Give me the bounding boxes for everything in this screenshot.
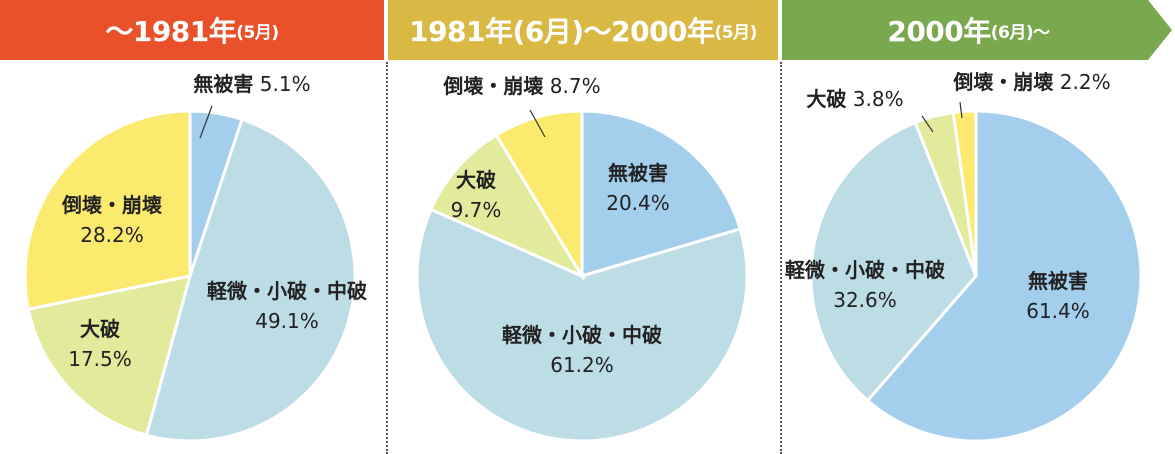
pie-slice [26,274,193,437]
pie-panel-2000: 2000年 (6月)〜 無被害 61.4% 軽微・小破・中破 32.6% 大破 3.8% 倒… [782,0,1175,454]
leader-line [959,101,963,119]
slice-name-label: 大破 [806,87,846,111]
slice-name-label: 無被害 [1028,269,1088,293]
period-header-title: 1981年(6月)〜2000年 (5月) [388,0,778,60]
pie-slice [415,207,749,443]
pie-chart: 無被害 20.4% 軽微・小破・中破 61.2% 大破 9.7% 倒壊・崩壊 8.7% [415,74,749,443]
pie-slice [144,117,357,443]
slice-name-label: 軽微・小破・中破 [207,279,367,303]
slice-value-label: 20.4% [606,191,670,215]
slice-name-label: 大破 [80,317,120,341]
header-banner-shape [388,0,778,60]
slice-value-label: 5.1% [253,72,310,96]
pie-chart: 無被害 5.1% 軽微・小破・中破 49.1% 大破 17.5% 倒壊・崩壊 28.2% [23,72,367,443]
panel-divider [780,62,782,454]
slice-value-label: 61.2% [550,353,614,377]
period-header-main: 2000年 [887,15,991,48]
pie-slice [429,132,586,280]
slice-name-label: 無被害 [193,72,253,96]
slice-name-label: 無被害 [608,161,668,185]
pie-slice [580,109,743,279]
slice-value-label: 2.2% [1053,70,1110,94]
slice-value-label: 17.5% [68,347,132,371]
period-header-banner: 〜1981年 (5月) [0,0,384,60]
period-header-sub: (5月) [714,22,758,43]
period-header-banner: 1981年(6月)〜2000年 (5月) [388,0,778,60]
slice-value-label: 61.4% [1026,299,1090,323]
header-banner-shape [782,0,1172,60]
leader-line [921,115,934,133]
panel-divider [386,62,388,454]
header-banner-shape [0,0,384,60]
slice-label: 倒壊・崩壊 2.2% [952,70,1110,94]
period-header-title: 2000年 (6月)〜 [782,0,1155,60]
slice-value-label: 8.7% [543,74,600,98]
slice-label: 倒壊・崩壊 8.7% [442,74,600,98]
period-header-sub: (5月) [236,22,279,43]
slice-value-label: 28.2% [80,223,144,247]
slice-name-label: 倒壊・崩壊 [442,74,544,98]
pie-panel-1981: 〜1981年 (5月) 無被害 5.1% 軽微・小破・中破 49.1% 大破 17.5% 倒… [0,0,388,454]
slice-name-label: 軽微・小破・中破 [502,323,662,347]
period-header-title: 〜1981年 (5月) [0,0,384,60]
pie-panel-1981-2000: 1981年(6月)〜2000年 (5月) 無被害 20.4% 軽微・小破・中破 61.2… [388,0,782,454]
slice-value-label: 32.6% [833,288,897,312]
pie-slice [809,120,978,403]
slice-name-label: 大破 [456,168,496,192]
period-header-sub: (6月)〜 [990,22,1050,43]
period-header-banner: 2000年 (6月)〜 [782,0,1175,60]
leader-line [199,105,213,139]
pie-slice [865,109,1143,443]
slice-name-label: 倒壊・崩壊 [61,193,163,217]
slice-name-label: 倒壊・崩壊 [952,70,1054,94]
pie-slice [494,109,584,282]
period-header-main: 1981年(6月)〜2000年 [409,15,715,48]
slice-value-label: 49.1% [255,309,319,333]
pie-chart: 無被害 61.4% 軽微・小破・中破 32.6% 大破 3.8% 倒壊・崩壊 2.2% [785,70,1143,443]
slice-name-label: 軽微・小破・中破 [785,258,945,282]
slice-value-label: 9.7% [451,198,502,222]
slice-label: 無被害 5.1% [193,72,310,96]
leader-line [529,109,546,138]
slice-value-label: 3.8% [846,87,903,111]
slice-label: 大破 3.8% [806,87,903,111]
pie-slice [951,109,978,277]
pie-slice [23,109,192,312]
period-header-main: 〜1981年 [105,15,237,48]
